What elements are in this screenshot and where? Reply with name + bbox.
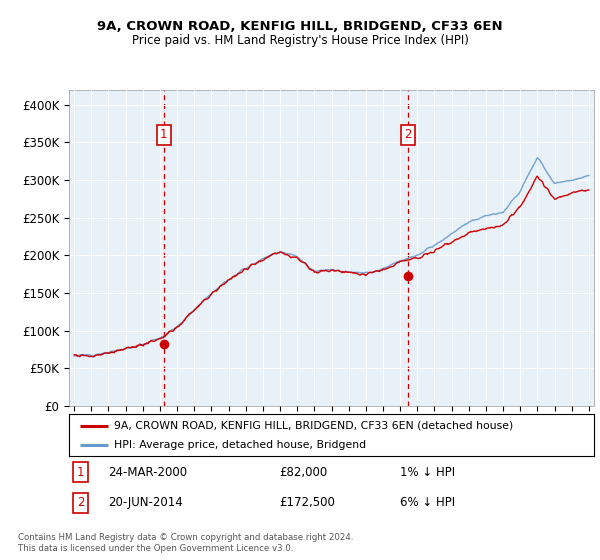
Text: £82,000: £82,000: [279, 465, 327, 479]
Text: 2: 2: [404, 128, 412, 141]
Text: HPI: Average price, detached house, Bridgend: HPI: Average price, detached house, Brid…: [113, 440, 366, 450]
Text: 1: 1: [160, 128, 167, 141]
Text: 20-JUN-2014: 20-JUN-2014: [109, 497, 183, 510]
Text: 9A, CROWN ROAD, KENFIG HILL, BRIDGEND, CF33 6EN (detached house): 9A, CROWN ROAD, KENFIG HILL, BRIDGEND, C…: [113, 421, 513, 431]
Text: £172,500: £172,500: [279, 497, 335, 510]
Text: Contains HM Land Registry data © Crown copyright and database right 2024.
This d: Contains HM Land Registry data © Crown c…: [18, 534, 353, 553]
Text: 1% ↓ HPI: 1% ↓ HPI: [400, 465, 455, 479]
Text: 6% ↓ HPI: 6% ↓ HPI: [400, 497, 455, 510]
Text: 1: 1: [77, 465, 84, 479]
Text: Price paid vs. HM Land Registry's House Price Index (HPI): Price paid vs. HM Land Registry's House …: [131, 34, 469, 46]
Text: 2: 2: [77, 497, 84, 510]
Text: 9A, CROWN ROAD, KENFIG HILL, BRIDGEND, CF33 6EN: 9A, CROWN ROAD, KENFIG HILL, BRIDGEND, C…: [97, 20, 503, 32]
Text: 24-MAR-2000: 24-MAR-2000: [109, 465, 187, 479]
